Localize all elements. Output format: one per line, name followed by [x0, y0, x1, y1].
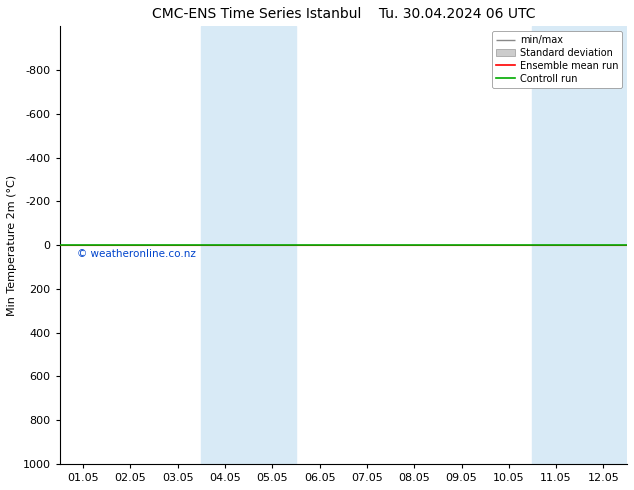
Bar — [533, 26, 627, 464]
Text: © weatheronline.co.nz: © weatheronline.co.nz — [77, 249, 195, 259]
Legend: min/max, Standard deviation, Ensemble mean run, Controll run: min/max, Standard deviation, Ensemble me… — [491, 31, 622, 88]
Title: CMC-ENS Time Series Istanbul    Tu. 30.04.2024 06 UTC: CMC-ENS Time Series Istanbul Tu. 30.04.2… — [152, 7, 535, 21]
Bar — [202, 26, 296, 464]
Y-axis label: Min Temperature 2m (°C): Min Temperature 2m (°C) — [7, 174, 17, 316]
